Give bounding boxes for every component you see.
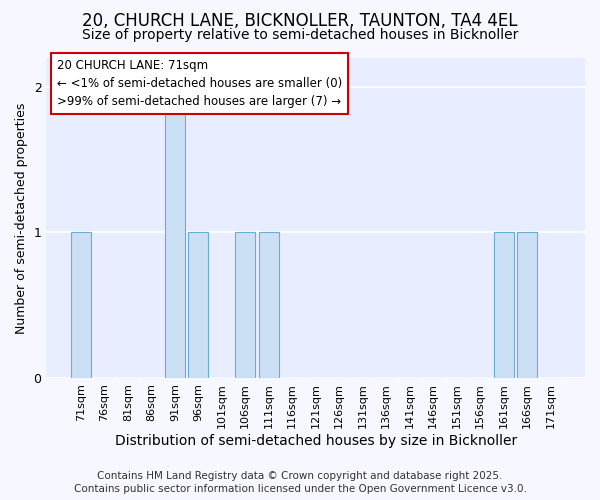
Text: Size of property relative to semi-detached houses in Bicknoller: Size of property relative to semi-detach… <box>82 28 518 42</box>
Y-axis label: Number of semi-detached properties: Number of semi-detached properties <box>15 102 28 334</box>
Bar <box>235 232 255 378</box>
Text: 20 CHURCH LANE: 71sqm
← <1% of semi-detached houses are smaller (0)
>99% of semi: 20 CHURCH LANE: 71sqm ← <1% of semi-deta… <box>57 59 343 108</box>
Text: Contains HM Land Registry data © Crown copyright and database right 2025.
Contai: Contains HM Land Registry data © Crown c… <box>74 471 526 494</box>
Bar <box>494 232 514 378</box>
X-axis label: Distribution of semi-detached houses by size in Bicknoller: Distribution of semi-detached houses by … <box>115 434 517 448</box>
Bar <box>165 86 185 378</box>
Bar <box>517 232 537 378</box>
Text: 20, CHURCH LANE, BICKNOLLER, TAUNTON, TA4 4EL: 20, CHURCH LANE, BICKNOLLER, TAUNTON, TA… <box>82 12 518 30</box>
Bar <box>71 232 91 378</box>
Bar <box>259 232 279 378</box>
Bar <box>188 232 208 378</box>
